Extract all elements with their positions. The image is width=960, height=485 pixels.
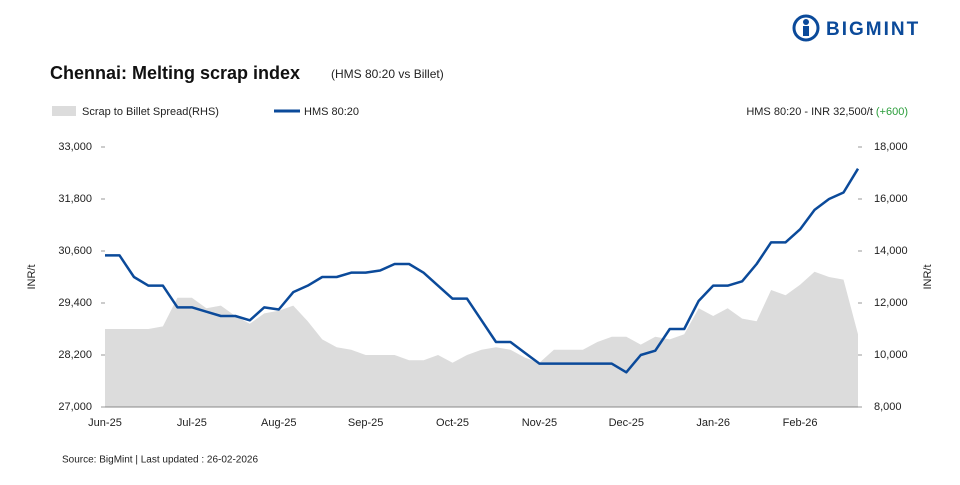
source: Source: BigMint | Last updated : 26-02-2… bbox=[62, 455, 258, 466]
y2-tick-label: 8,000 bbox=[874, 401, 902, 413]
brand: BIGMINT bbox=[826, 19, 920, 40]
y2-tick-label: 18,000 bbox=[874, 141, 908, 153]
x-tick-label: Nov-25 bbox=[522, 417, 557, 429]
legend-label: HMS 80:20 bbox=[304, 106, 359, 118]
y-tick-label: 28,200 bbox=[58, 349, 92, 361]
x-tick-label: Aug-25 bbox=[261, 417, 296, 429]
x-tick-label: Dec-25 bbox=[609, 417, 644, 429]
area bbox=[105, 271, 858, 407]
x-tick-label: Sep-25 bbox=[348, 417, 383, 429]
chart-title: Chennai: Melting scrap index bbox=[50, 63, 300, 83]
y2-tick-label: 10,000 bbox=[874, 349, 908, 361]
x-tick-label: Oct-25 bbox=[436, 417, 469, 429]
x-tick-label: Jun-25 bbox=[88, 417, 122, 429]
annotation: HMS 80:20 - INR 32,500/t (+600) bbox=[746, 106, 908, 118]
chart-subtitle: (HMS 80:20 vs Billet) bbox=[331, 67, 444, 81]
y-tick-label: 33,000 bbox=[58, 141, 92, 153]
y2-tick-label: 14,000 bbox=[874, 245, 908, 257]
y-tick-label: 31,800 bbox=[58, 193, 92, 205]
y-tick-label: 29,400 bbox=[58, 297, 92, 309]
logo: BIGMINT bbox=[792, 14, 920, 42]
y-tick-label: 27,000 bbox=[58, 401, 92, 413]
line bbox=[105, 168, 860, 374]
x-tick-label: Feb-26 bbox=[783, 417, 818, 429]
annotation-text: HMS 80:20 - INR 32,500/t bbox=[746, 106, 873, 118]
x-tick-label: Jul-25 bbox=[177, 417, 207, 429]
y2-tick-label: 12,000 bbox=[874, 297, 908, 309]
y2-tick-label: 16,000 bbox=[874, 193, 908, 205]
legend-label: Scrap to Billet Spread(RHS) bbox=[82, 106, 219, 118]
y-axis-label: INR/t bbox=[26, 264, 38, 289]
y2-axis-label: INR/t bbox=[922, 264, 934, 289]
legend-swatch bbox=[52, 106, 76, 116]
annotation-change: (+600) bbox=[876, 106, 908, 118]
x-tick-label: Jan-26 bbox=[696, 417, 730, 429]
y-tick-label: 30,600 bbox=[58, 245, 92, 257]
